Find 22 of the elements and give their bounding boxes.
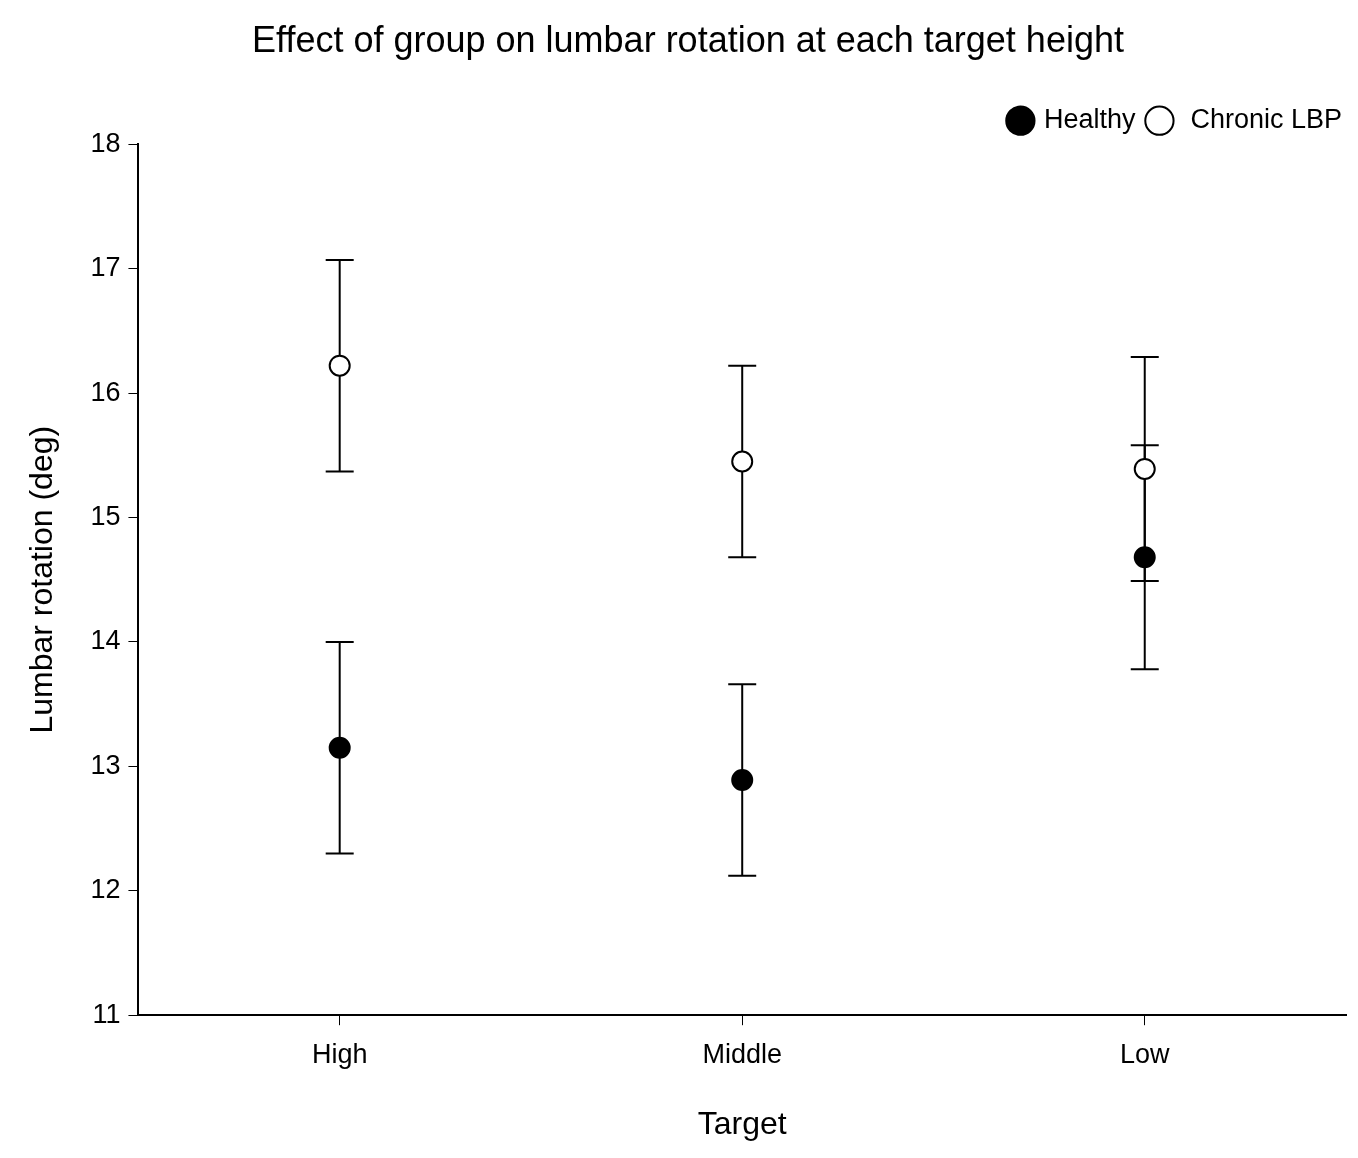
- legend-label: Healthy: [1043, 104, 1136, 135]
- y-tick-label: 11: [92, 998, 121, 1029]
- point: [1133, 546, 1156, 569]
- y-tick-label: 18: [90, 127, 121, 158]
- point: [731, 769, 754, 792]
- point: [731, 450, 754, 473]
- y-tick-label: 15: [90, 500, 121, 531]
- point: [1133, 457, 1156, 480]
- point: [328, 736, 351, 759]
- legend-label: Chronic LBP: [1182, 104, 1342, 135]
- chart-title: Effect of group on lumbar rotation at each target height: [252, 18, 1124, 60]
- x-tick-label: High: [311, 1038, 368, 1069]
- y-tick-label: 13: [90, 749, 121, 780]
- x-tick-label: Low: [1119, 1038, 1171, 1069]
- x-axis-title: Target: [697, 1104, 787, 1141]
- y-tick-label: 16: [90, 376, 121, 407]
- point: [328, 354, 351, 377]
- y-axis-title: Lumbar rotation (deg): [23, 425, 60, 734]
- y-tick-label: 12: [90, 874, 121, 905]
- y-tick-label: 14: [90, 625, 121, 656]
- x-tick-label: Middle: [702, 1038, 782, 1069]
- y-tick-label: 17: [90, 252, 121, 283]
